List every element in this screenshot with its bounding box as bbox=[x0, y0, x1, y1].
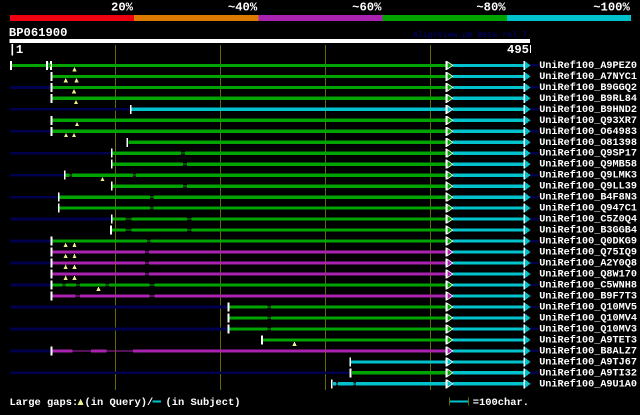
svg-text:UniRef100_B3GGB4: UniRef100_B3GGB4 bbox=[539, 225, 637, 237]
svg-text:UniRef100_Q93XR7: UniRef100_Q93XR7 bbox=[539, 115, 637, 127]
svg-text:UniRef100_A2Y0Q8: UniRef100_A2Y0Q8 bbox=[539, 258, 637, 270]
svg-text:UniRef100_C5Z0Q4: UniRef100_C5Z0Q4 bbox=[539, 214, 637, 226]
svg-text:UniRef100_Q75IQ9: UniRef100_Q75IQ9 bbox=[539, 247, 637, 259]
svg-text:UniRef100_Q10MV4: UniRef100_Q10MV4 bbox=[539, 312, 637, 324]
svg-text:UniRef100_Q9LMK3: UniRef100_Q9LMK3 bbox=[539, 170, 637, 182]
svg-text:~100%: ~100% bbox=[593, 1, 630, 15]
svg-text:UniRef100_C5WNH8: UniRef100_C5WNH8 bbox=[539, 280, 637, 292]
svg-text:|1: |1 bbox=[9, 43, 24, 57]
svg-text:UniRef100_B4F8N3: UniRef100_B4F8N3 bbox=[539, 192, 637, 204]
svg-text:BP061900: BP061900 bbox=[9, 26, 68, 40]
svg-text:Large gaps:: Large gaps: bbox=[10, 397, 79, 409]
svg-text:UniRef100_A9U1A0: UniRef100_A9U1A0 bbox=[539, 378, 637, 390]
svg-text:AlignView.pm Beta rel.7: AlignView.pm Beta rel.7 bbox=[413, 30, 527, 40]
svg-text:UniRef100_B9GGQ2: UniRef100_B9GGQ2 bbox=[539, 82, 637, 94]
svg-text:~80%: ~80% bbox=[476, 1, 506, 15]
svg-text:UniRef100_Q947C1: UniRef100_Q947C1 bbox=[539, 203, 637, 215]
svg-text:UniRef100_B9RL84: UniRef100_B9RL84 bbox=[539, 93, 637, 105]
svg-text:UniRef100_Q10MV5: UniRef100_Q10MV5 bbox=[539, 302, 637, 314]
svg-text:UniRef100_O64983: UniRef100_O64983 bbox=[539, 126, 637, 138]
svg-text:UniRef100_A9TJ67: UniRef100_A9TJ67 bbox=[539, 356, 637, 368]
svg-text:UniRef100_B9F7T3: UniRef100_B9F7T3 bbox=[539, 291, 637, 303]
svg-text:UniRef100_A9PEZ0: UniRef100_A9PEZ0 bbox=[539, 60, 637, 72]
svg-text:UniRef100_Q9LL39: UniRef100_Q9LL39 bbox=[539, 181, 637, 193]
svg-text:UniRef100_Q9MB58: UniRef100_Q9MB58 bbox=[539, 159, 637, 171]
svg-text:495: 495 bbox=[507, 43, 529, 57]
svg-text:UniRef100_Q8W170: UniRef100_Q8W170 bbox=[539, 269, 637, 281]
svg-text:UniRef100_Q0DKG9: UniRef100_Q0DKG9 bbox=[539, 236, 637, 248]
svg-text:UniRef100_B8ALZ7: UniRef100_B8ALZ7 bbox=[539, 345, 637, 357]
svg-text:UniRef100_Q9SP17: UniRef100_Q9SP17 bbox=[539, 148, 637, 160]
svg-text:UniRef100_A9TI32: UniRef100_A9TI32 bbox=[539, 367, 637, 379]
svg-text:(in Subject): (in Subject) bbox=[166, 397, 241, 409]
svg-text:UniRef100_B9HND2: UniRef100_B9HND2 bbox=[539, 104, 637, 116]
svg-text:(in Query)/: (in Query)/ bbox=[85, 397, 154, 409]
svg-text:UniRef100_O81398: UniRef100_O81398 bbox=[539, 137, 637, 149]
svg-text:~40%: ~40% bbox=[228, 1, 258, 15]
svg-text:=100char.: =100char. bbox=[473, 397, 529, 409]
svg-text:UniRef100_A7NYC1: UniRef100_A7NYC1 bbox=[539, 71, 637, 83]
svg-text:20%: 20% bbox=[111, 1, 134, 15]
svg-text:UniRef100_Q10MV3: UniRef100_Q10MV3 bbox=[539, 323, 637, 335]
svg-text:~60%: ~60% bbox=[352, 1, 382, 15]
svg-text:UniRef100_A9TET3: UniRef100_A9TET3 bbox=[539, 334, 637, 346]
